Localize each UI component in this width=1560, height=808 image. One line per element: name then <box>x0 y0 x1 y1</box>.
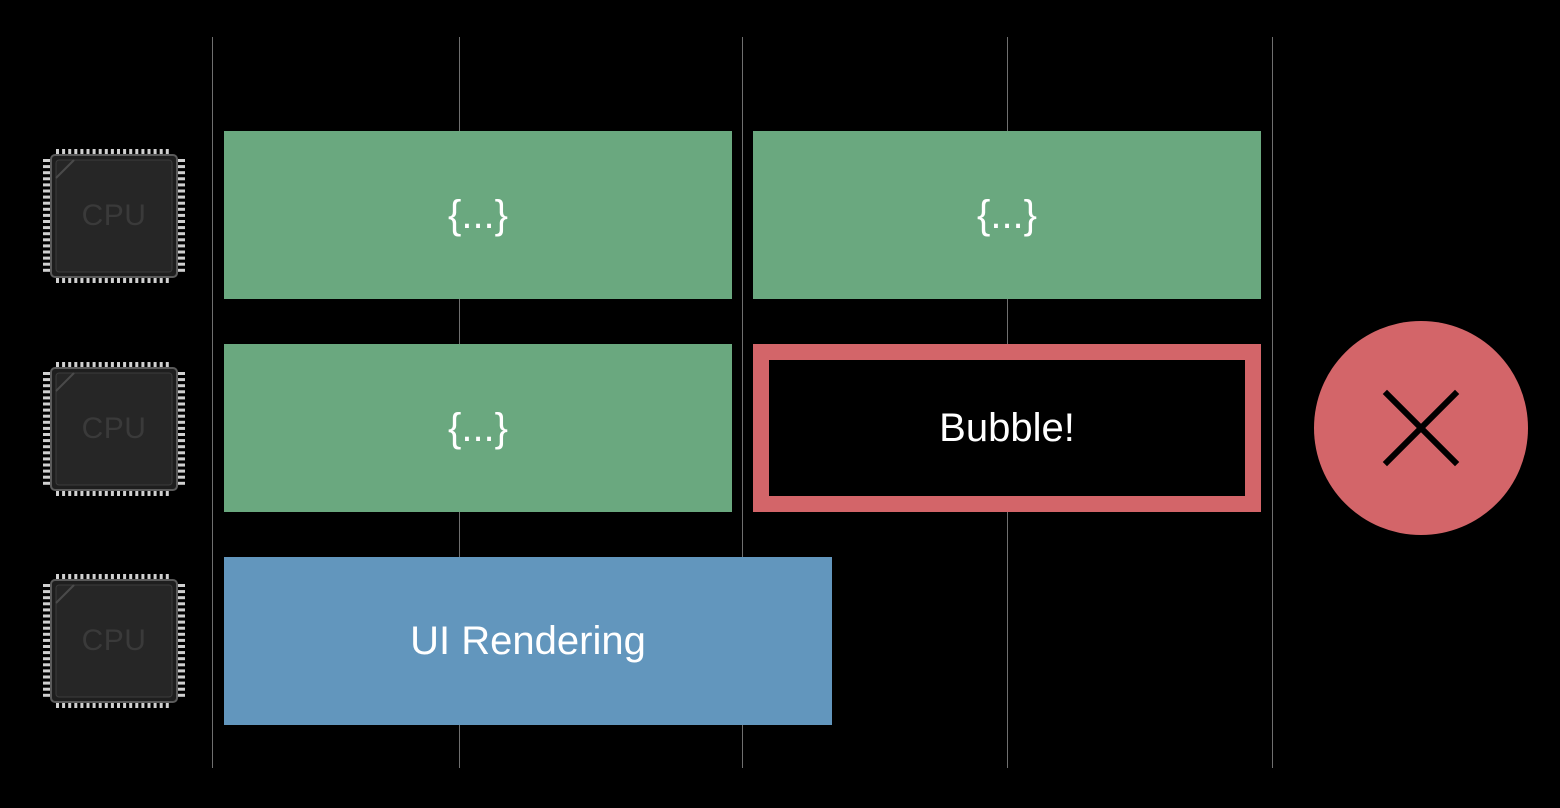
bubble-block: Bubble! <box>753 344 1261 512</box>
work-block: {...} <box>753 131 1261 299</box>
bubble-label: Bubble! <box>939 405 1075 450</box>
work-block-label: {...} <box>447 405 509 450</box>
ui-rendering-label: UI Rendering <box>410 618 646 663</box>
gridline <box>742 37 743 768</box>
cpu-chip-icon: CPU <box>42 359 186 499</box>
cpu-chip-icon: CPU <box>42 146 186 286</box>
cpu-chip-icon: CPU <box>42 571 186 711</box>
work-block-label: {...} <box>447 192 509 237</box>
work-block: {...} <box>224 344 732 512</box>
close-icon <box>1382 389 1460 467</box>
work-block: {...} <box>224 131 732 299</box>
gridline <box>212 37 213 768</box>
error-status-badge <box>1314 321 1528 535</box>
gridline <box>1272 37 1273 768</box>
ui-rendering-block: UI Rendering <box>224 557 832 725</box>
work-block-label: {...} <box>976 192 1038 237</box>
